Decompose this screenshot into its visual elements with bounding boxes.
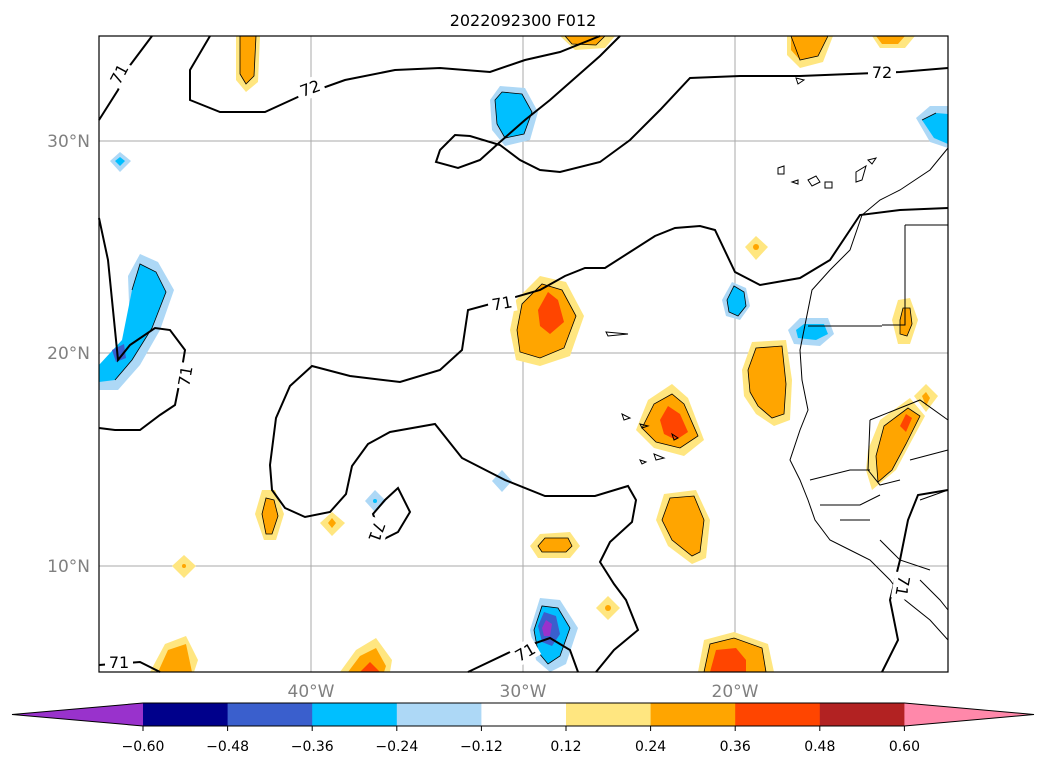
lat-label: 20°N (47, 344, 90, 364)
map-area: 71 72 72 71 71 71 71 71 71 (98, 35, 949, 673)
contour-label: 71 (891, 574, 913, 597)
colorbar-segment (312, 703, 398, 726)
colorbar-segment (566, 703, 652, 726)
colorbar-segment (396, 703, 482, 726)
colorbar-segment (735, 703, 821, 726)
colorbar-segment (819, 703, 905, 726)
colorbar-segment (650, 703, 736, 726)
colorbar-segment (481, 703, 567, 726)
colorbar-tick-label: −0.24 (375, 739, 418, 755)
map-frame (98, 35, 949, 673)
colorbar: −0.60 −0.48 −0.36 −0.24 −0.12 0.12 0.24 0.36 0.4… (11, 702, 1035, 755)
lon-label: 40°W (288, 682, 335, 702)
colorbar-tick-label: −0.36 (291, 739, 334, 755)
contour-label: 71 (174, 364, 196, 387)
colorbar-tick-label: 0.60 (889, 739, 920, 755)
map-title: 2022092300 F012 (450, 11, 597, 30)
colorbar-tick-label: −0.60 (122, 739, 165, 755)
colorbar-extend-low (12, 703, 143, 726)
colorbar-tick-label: −0.48 (206, 739, 249, 755)
contour-label: 71 (490, 292, 513, 314)
lat-label: 10°N (47, 557, 90, 577)
contour-label: 71 (109, 653, 129, 672)
colorbar-segment (227, 703, 313, 726)
lon-label: 20°W (712, 682, 759, 702)
lon-label: 30°W (500, 682, 547, 702)
colorbar-tick-label: 0.24 (635, 739, 666, 755)
lat-labels: 30°N 20°N 10°N (47, 132, 90, 577)
colorbar-tick-label: 0.48 (804, 739, 835, 755)
coastlines (605, 77, 949, 641)
height-contours (98, 35, 949, 673)
contour-label: 72 (872, 63, 892, 82)
anomaly-outlines (114, 35, 937, 673)
colorbar-tick-label: 0.36 (720, 739, 751, 755)
colorbar-segment (143, 703, 229, 726)
lat-label: 30°N (47, 132, 90, 152)
colorbar-extend-high (904, 703, 1034, 726)
colorbar-tick-label: 0.12 (550, 739, 581, 755)
lon-labels: 40°W 30°W 20°W (288, 682, 759, 702)
colorbar-tick-label: −0.12 (460, 739, 503, 755)
contour-labels: 71 72 72 71 71 71 71 71 71 (104, 57, 916, 672)
anomaly-fills (99, 36, 948, 672)
